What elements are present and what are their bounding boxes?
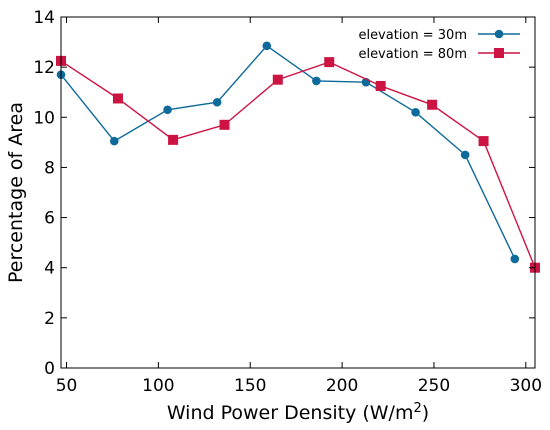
series-2-point xyxy=(324,57,335,68)
series-2-point xyxy=(478,136,489,147)
series-1-point xyxy=(312,76,321,86)
y-tick-label: 4 xyxy=(44,259,55,279)
plot-frame xyxy=(60,16,536,369)
legend-label-2: elevation = 80m xyxy=(358,47,467,62)
x-tick-label: 300 xyxy=(510,376,542,396)
x-axis-title-superscript: 2 xyxy=(413,401,421,416)
y-tick-label: 2 xyxy=(44,309,55,329)
series-2-point xyxy=(219,119,230,130)
series-1-point xyxy=(510,254,520,264)
y-axis-title: Percentage of Area xyxy=(5,102,27,283)
x-tick-label: 200 xyxy=(326,376,358,396)
series-1-line xyxy=(60,44,516,260)
series-1-point xyxy=(411,107,420,117)
y-tick-label: 14 xyxy=(33,8,55,28)
y-tick-label: 0 xyxy=(44,359,55,379)
y-tick-label: 8 xyxy=(44,158,55,178)
series-2-point xyxy=(375,80,386,91)
x-tick-label: 100 xyxy=(142,376,174,396)
series-1-point xyxy=(212,97,222,107)
series-2-line xyxy=(60,60,536,268)
x-axis-title-close: ) xyxy=(422,402,429,424)
series-2-point xyxy=(427,99,438,110)
series-2-point xyxy=(168,134,179,145)
x-tick-label: 50 xyxy=(56,376,78,396)
series-1-point xyxy=(109,136,119,146)
series-2-point xyxy=(272,74,283,85)
y-tick-label: 12 xyxy=(33,58,55,78)
series-1-point xyxy=(262,41,272,51)
legend-marker-2 xyxy=(494,48,504,58)
series-1-point xyxy=(163,105,172,115)
series-1-point xyxy=(460,150,470,160)
legend: elevation = 30m elevation = 80m xyxy=(358,28,520,62)
x-axis-title: Wind Power Density (W/m2) xyxy=(167,401,429,424)
y-tick-label: 6 xyxy=(44,209,55,229)
y-tick-label: 10 xyxy=(33,108,55,128)
axis-ticks: 50 100 150 200 250 300 0 2 4 6 8 10 12 14 xyxy=(33,8,542,396)
x-axis-title-text: Wind Power Density (W/m xyxy=(167,402,414,424)
series-layer xyxy=(56,41,540,273)
series-2-point xyxy=(112,93,123,104)
x-tick-label: 250 xyxy=(418,376,450,396)
x-tick-label: 150 xyxy=(234,376,266,396)
legend-marker-1 xyxy=(494,29,504,39)
legend-label-1: elevation = 30m xyxy=(358,28,467,43)
